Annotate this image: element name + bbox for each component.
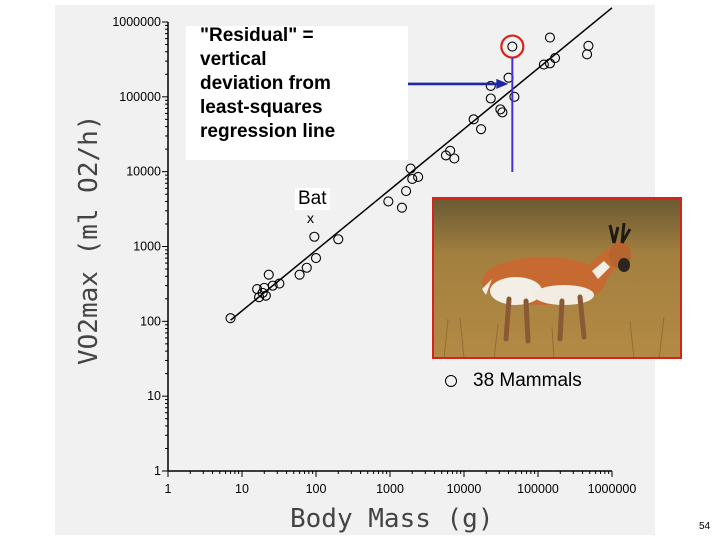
- y-tick-label: 1000000: [112, 15, 161, 29]
- data-point: [333, 234, 344, 245]
- page-number: 54: [699, 521, 711, 532]
- pronghorn-photo: [432, 197, 682, 359]
- x-tick-label: 1000000: [588, 482, 637, 496]
- regression-line-group: [230, 7, 613, 321]
- legend-circle-marker: [445, 375, 457, 387]
- data-point: [507, 41, 518, 52]
- data-point: [581, 49, 593, 60]
- regression-line: [230, 7, 613, 321]
- x-tick-label: 10: [235, 482, 249, 496]
- data-point: [509, 91, 520, 102]
- tick-marks: [162, 21, 613, 477]
- x-tick-label: 10000: [447, 482, 482, 496]
- x-tick-label: 100: [306, 482, 327, 496]
- x-tick-label: 100000: [517, 482, 559, 496]
- data-point: [396, 202, 407, 213]
- data-point: [495, 104, 506, 115]
- data-point: [401, 186, 412, 197]
- data-point: [544, 58, 555, 69]
- data-point: [583, 40, 594, 51]
- data-point: [301, 262, 312, 273]
- bat-label: Bat: [295, 188, 330, 210]
- data-point: [225, 313, 236, 324]
- data-point: [485, 93, 496, 104]
- y-tick-label: 10000: [126, 165, 161, 179]
- highlight-ring: [500, 34, 525, 59]
- y-tick-label: 100000: [119, 90, 161, 104]
- x-axis-title: Body Mass (g): [290, 504, 494, 534]
- data-point: [405, 163, 416, 174]
- x-tick-label: 1000: [376, 482, 404, 496]
- legend: 38 Mammals: [445, 370, 582, 392]
- data-point: [257, 287, 268, 298]
- data-point: [449, 153, 460, 164]
- callout-background: [186, 26, 408, 160]
- data-point: [497, 107, 508, 118]
- data-points: [225, 32, 594, 324]
- y-tick-label: 10: [147, 389, 161, 403]
- callout-arrowhead: [496, 78, 509, 89]
- data-point: [550, 52, 561, 64]
- legend-label: 38 Mammals: [473, 370, 582, 391]
- y-axis-title: VO2max (ml O2/h): [74, 115, 104, 365]
- residual-callout-text: "Residual" = vertical deviation from lea…: [200, 25, 336, 142]
- data-point: [310, 253, 322, 264]
- data-point: [263, 269, 274, 280]
- data-point: [538, 59, 549, 70]
- data-point: [260, 290, 271, 301]
- data-point: [407, 173, 418, 184]
- data-point: [445, 145, 456, 156]
- data-point: [267, 280, 278, 291]
- data-point: [468, 114, 479, 125]
- data-point: [383, 196, 394, 207]
- data-point: [544, 32, 555, 43]
- data-point: [485, 80, 496, 91]
- data-point: [413, 171, 424, 182]
- bat-marker: x: [307, 210, 314, 226]
- x-tick-label: 1: [165, 482, 172, 496]
- data-point: [476, 124, 487, 135]
- data-point: [294, 269, 305, 280]
- data-point: [309, 231, 320, 242]
- y-tick-label: 100: [140, 314, 161, 328]
- y-tick-label: 1000: [133, 240, 161, 254]
- y-tick-label: 1: [154, 464, 161, 478]
- tick-labels: 1 10 100 1000 10000 100000 1000000 1 10 100 1000 10…: [112, 15, 636, 496]
- data-point: [274, 278, 285, 289]
